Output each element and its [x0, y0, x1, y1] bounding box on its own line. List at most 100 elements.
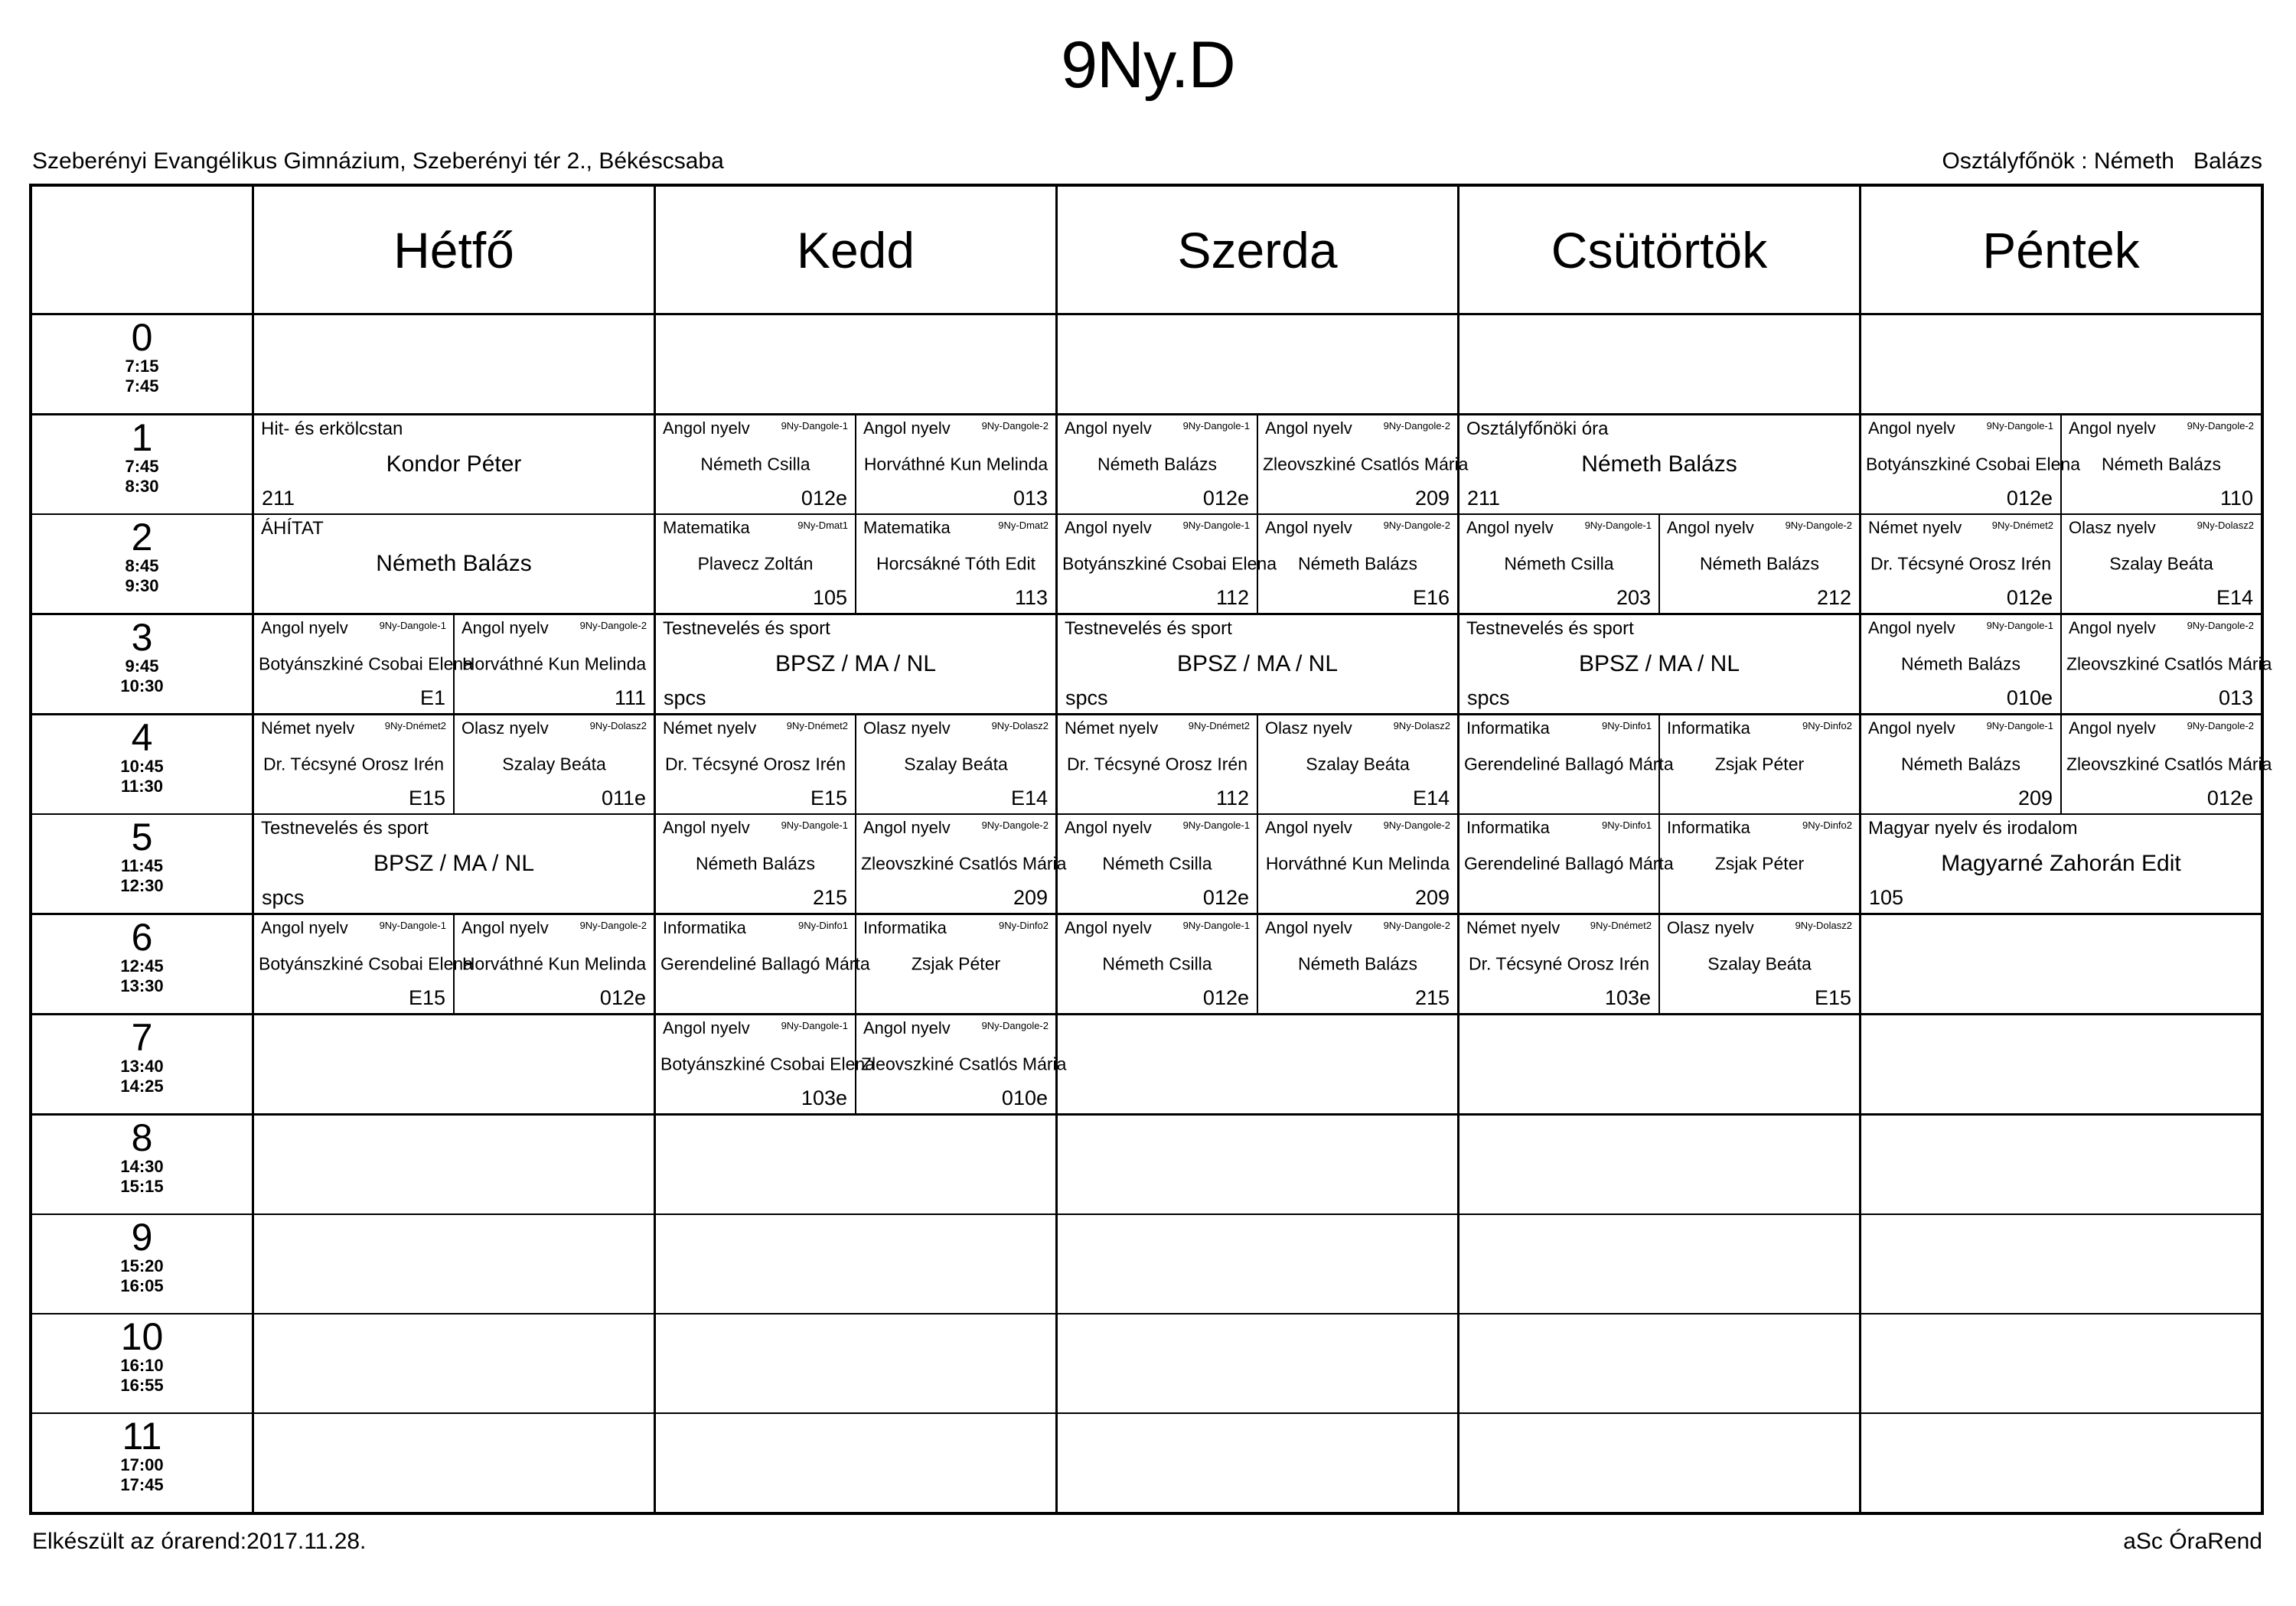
day-cell-csutortok-0[interactable] [1459, 315, 1861, 413]
day-cell-kedd-1[interactable]: Angol nyelv 9Ny-Dangole-1 Németh Csilla 012… [656, 415, 1058, 513]
lesson-block[interactable]: Német nyelv 9Ny-Dnémet2 Dr. Técsyné Orosz … [656, 715, 856, 813]
day-cell-hetfo-2[interactable]: ÁHÍTAT Németh Balázs [254, 515, 656, 613]
lesson-block[interactable]: Olasz nyelv 9Ny-Dolasz2 Szalay Beáta E14 [1258, 715, 1457, 813]
day-cell-csutortok-1[interactable]: Osztályfőnöki óra Németh Balázs 211 [1459, 415, 1861, 513]
day-cell-kedd-3[interactable]: Testnevelés és sport BPSZ / MA / NL spcs [656, 615, 1058, 713]
day-cell-pentek-3[interactable]: Angol nyelv 9Ny-Dangole-1 Németh Balázs 010… [1861, 615, 2272, 713]
lesson-block[interactable]: Olasz nyelv 9Ny-Dolasz2 Szalay Beáta E14 [2062, 515, 2261, 613]
day-cell-hetfo-0[interactable] [254, 315, 656, 413]
day-cell-csutortok-3[interactable]: Testnevelés és sport BPSZ / MA / NL spcs [1459, 615, 1861, 713]
lesson-block[interactable]: Olasz nyelv 9Ny-Dolasz2 Szalay Beáta E14 [856, 715, 1055, 813]
day-cell-hetfo-1[interactable]: Hit- és erkölcstan Kondor Péter 211 [254, 415, 656, 513]
day-cell-szerda-5[interactable]: Angol nyelv 9Ny-Dangole-1 Németh Csilla 012… [1058, 815, 1459, 913]
lesson-block[interactable]: Német nyelv 9Ny-Dnémet2 Dr. Técsyné Orosz … [1861, 515, 2062, 613]
day-cell-kedd-6[interactable]: Informatika 9Ny-Dinfo1 Gerendeliné Ballagó… [656, 915, 1058, 1013]
day-cell-szerda-4[interactable]: Német nyelv 9Ny-Dnémet2 Dr. Técsyné Orosz … [1058, 715, 1459, 813]
lesson-block[interactable]: Matematika 9Ny-Dmat1 Plavecz Zoltán 105 [656, 515, 856, 613]
day-cell-kedd-9[interactable] [656, 1215, 1058, 1313]
lesson-block[interactable]: Angol nyelv 9Ny-Dangole-1 Botyánszkiné Cso… [1861, 415, 2080, 513]
lesson-block[interactable]: Angol nyelv 9Ny-Dangole-2 Horváthné Kun Me… [455, 915, 654, 1013]
day-cell-hetfo-8[interactable] [254, 1116, 656, 1213]
day-cell-hetfo-3[interactable]: Angol nyelv 9Ny-Dangole-1 Botyánszkiné Cso… [254, 615, 656, 713]
day-cell-csutortok-9[interactable] [1459, 1215, 1861, 1313]
lesson-block[interactable]: Informatika 9Ny-Dinfo2 Zsjak Péter [1660, 715, 1859, 813]
lesson-block[interactable]: Angol nyelv 9Ny-Dangole-1 Németh Balázs 010… [1861, 615, 2062, 713]
lesson-block[interactable]: Matematika 9Ny-Dmat2 Horcsákné Tóth Edit 11… [856, 515, 1055, 613]
day-cell-hetfo-6[interactable]: Angol nyelv 9Ny-Dangole-1 Botyánszkiné Cso… [254, 915, 656, 1013]
lesson-block[interactable]: Informatika 9Ny-Dinfo2 Zsjak Péter [856, 915, 1055, 1013]
lesson-block[interactable]: Angol nyelv 9Ny-Dangole-2 Horváthné Kun Me… [1258, 815, 1457, 913]
lesson-block[interactable]: Angol nyelv 9Ny-Dangole-2 Zleovszkiné Csat… [1258, 415, 1468, 513]
lesson-block[interactable]: Olasz nyelv 9Ny-Dolasz2 Szalay Beáta E15 [1660, 915, 1859, 1013]
day-cell-szerda-8[interactable] [1058, 1116, 1459, 1213]
lesson-block[interactable]: Angol nyelv 9Ny-Dangole-1 Németh Balázs 215 [656, 815, 856, 913]
lesson-block[interactable]: Magyar nyelv és irodalom Magyarné Zahorán… [1861, 815, 2261, 913]
lesson-block[interactable]: Hit- és erkölcstan Kondor Péter 211 [254, 415, 654, 513]
day-cell-csutortok-6[interactable]: Német nyelv 9Ny-Dnémet2 Dr. Técsyné Orosz … [1459, 915, 1861, 1013]
day-cell-szerda-10[interactable] [1058, 1314, 1459, 1412]
lesson-block[interactable]: Informatika 9Ny-Dinfo1 Gerendeliné Ballagó… [656, 915, 870, 1013]
day-cell-szerda-1[interactable]: Angol nyelv 9Ny-Dangole-1 Németh Balázs 012… [1058, 415, 1468, 513]
day-cell-kedd-5[interactable]: Angol nyelv 9Ny-Dangole-1 Németh Balázs 215… [656, 815, 1066, 913]
day-cell-szerda-0[interactable] [1058, 315, 1459, 413]
lesson-block[interactable]: Angol nyelv 9Ny-Dangole-2 Németh Balázs 212 [1660, 515, 1859, 613]
day-cell-hetfo-11[interactable] [254, 1414, 656, 1512]
day-cell-pentek-5[interactable]: Magyar nyelv és irodalom Magyarné Zahorán… [1861, 815, 2261, 913]
lesson-block[interactable]: Német nyelv 9Ny-Dnémet2 Dr. Técsyné Orosz … [1459, 915, 1660, 1013]
lesson-block[interactable]: Informatika 9Ny-Dinfo1 Gerendeliné Ballagó… [1459, 715, 1674, 813]
day-cell-pentek-6[interactable] [1861, 915, 2261, 1013]
lesson-block[interactable]: Angol nyelv 9Ny-Dangole-1 Botyánszkiné Cso… [254, 915, 473, 1013]
day-cell-kedd-10[interactable] [656, 1314, 1058, 1412]
lesson-block[interactable]: Angol nyelv 9Ny-Dangole-2 Horváthné Kun Me… [856, 415, 1055, 513]
lesson-block[interactable]: Angol nyelv 9Ny-Dangole-1 Németh Csilla 012… [1058, 915, 1258, 1013]
lesson-block[interactable]: Angol nyelv 9Ny-Dangole-2 Németh Balázs 215 [1258, 915, 1457, 1013]
day-cell-csutortok-5[interactable]: Informatika 9Ny-Dinfo1 Gerendeliné Ballagó… [1459, 815, 1861, 913]
day-cell-szerda-7[interactable] [1058, 1015, 1459, 1113]
lesson-block[interactable]: Angol nyelv 9Ny-Dangole-1 Németh Csilla 203 [1459, 515, 1660, 613]
lesson-block[interactable]: Német nyelv 9Ny-Dnémet2 Dr. Técsyné Orosz … [254, 715, 455, 813]
lesson-block[interactable]: Angol nyelv 9Ny-Dangole-2 Horváthné Kun Me… [455, 615, 654, 713]
day-cell-hetfo-7[interactable] [254, 1015, 656, 1113]
day-cell-kedd-2[interactable]: Matematika 9Ny-Dmat1 Plavecz Zoltán 105 Mate… [656, 515, 1058, 613]
day-cell-kedd-8[interactable] [656, 1116, 1058, 1213]
lesson-block[interactable]: Angol nyelv 9Ny-Dangole-2 Zleovszkiné Csat… [856, 1015, 1066, 1113]
day-cell-pentek-11[interactable] [1861, 1414, 2261, 1512]
lesson-block[interactable]: Angol nyelv 9Ny-Dangole-1 Németh Csilla 012… [656, 415, 856, 513]
day-cell-pentek-10[interactable] [1861, 1314, 2261, 1412]
day-cell-kedd-0[interactable] [656, 315, 1058, 413]
lesson-block[interactable]: Informatika 9Ny-Dinfo1 Gerendeliné Ballagó… [1459, 815, 1674, 913]
day-cell-csutortok-10[interactable] [1459, 1314, 1861, 1412]
day-cell-pentek-7[interactable] [1861, 1015, 2261, 1113]
day-cell-szerda-9[interactable] [1058, 1215, 1459, 1313]
lesson-block[interactable]: Informatika 9Ny-Dinfo2 Zsjak Péter [1660, 815, 1859, 913]
day-cell-hetfo-4[interactable]: Német nyelv 9Ny-Dnémet2 Dr. Técsyné Orosz … [254, 715, 656, 813]
day-cell-csutortok-7[interactable] [1459, 1015, 1861, 1113]
lesson-block[interactable]: Angol nyelv 9Ny-Dangole-1 Botyánszkiné Cso… [1058, 515, 1277, 613]
day-cell-kedd-11[interactable] [656, 1414, 1058, 1512]
lesson-block[interactable]: Testnevelés és sport BPSZ / MA / NL spcs [656, 615, 1055, 713]
day-cell-szerda-2[interactable]: Angol nyelv 9Ny-Dangole-1 Botyánszkiné Cso… [1058, 515, 1459, 613]
day-cell-szerda-3[interactable]: Testnevelés és sport BPSZ / MA / NL spcs [1058, 615, 1459, 713]
day-cell-szerda-6[interactable]: Angol nyelv 9Ny-Dangole-1 Németh Csilla 012… [1058, 915, 1459, 1013]
day-cell-hetfo-10[interactable] [254, 1314, 656, 1412]
lesson-block[interactable]: Testnevelés és sport BPSZ / MA / NL spcs [1058, 615, 1457, 713]
lesson-block[interactable]: Angol nyelv 9Ny-Dangole-2 Németh Balázs E16 [1258, 515, 1457, 613]
lesson-block[interactable]: Angol nyelv 9Ny-Dangole-2 Németh Balázs 110 [2062, 415, 2261, 513]
day-cell-hetfo-9[interactable] [254, 1215, 656, 1313]
day-cell-pentek-0[interactable] [1861, 315, 2261, 413]
lesson-block[interactable]: Testnevelés és sport BPSZ / MA / NL spcs [254, 815, 654, 913]
day-cell-csutortok-8[interactable] [1459, 1116, 1861, 1213]
lesson-block[interactable]: Testnevelés és sport BPSZ / MA / NL spcs [1459, 615, 1859, 713]
lesson-block[interactable]: ÁHÍTAT Németh Balázs [254, 515, 654, 613]
day-cell-pentek-1[interactable]: Angol nyelv 9Ny-Dangole-1 Botyánszkiné Cso… [1861, 415, 2261, 513]
day-cell-pentek-8[interactable] [1861, 1116, 2261, 1213]
lesson-block[interactable]: Angol nyelv 9Ny-Dangole-1 Botyánszkiné Cso… [254, 615, 473, 713]
day-cell-pentek-4[interactable]: Angol nyelv 9Ny-Dangole-1 Németh Balázs 209… [1861, 715, 2272, 813]
lesson-block[interactable]: Angol nyelv 9Ny-Dangole-1 Németh Balázs 209 [1861, 715, 2062, 813]
day-cell-pentek-9[interactable] [1861, 1215, 2261, 1313]
day-cell-csutortok-11[interactable] [1459, 1414, 1861, 1512]
day-cell-csutortok-2[interactable]: Angol nyelv 9Ny-Dangole-1 Németh Csilla 203… [1459, 515, 1861, 613]
lesson-block[interactable]: Olasz nyelv 9Ny-Dolasz2 Szalay Beáta 011e [455, 715, 654, 813]
lesson-block[interactable]: Angol nyelv 9Ny-Dangole-1 Botyánszkiné Cso… [656, 1015, 875, 1113]
lesson-block[interactable]: Angol nyelv 9Ny-Dangole-1 Németh Balázs 012… [1058, 415, 1258, 513]
